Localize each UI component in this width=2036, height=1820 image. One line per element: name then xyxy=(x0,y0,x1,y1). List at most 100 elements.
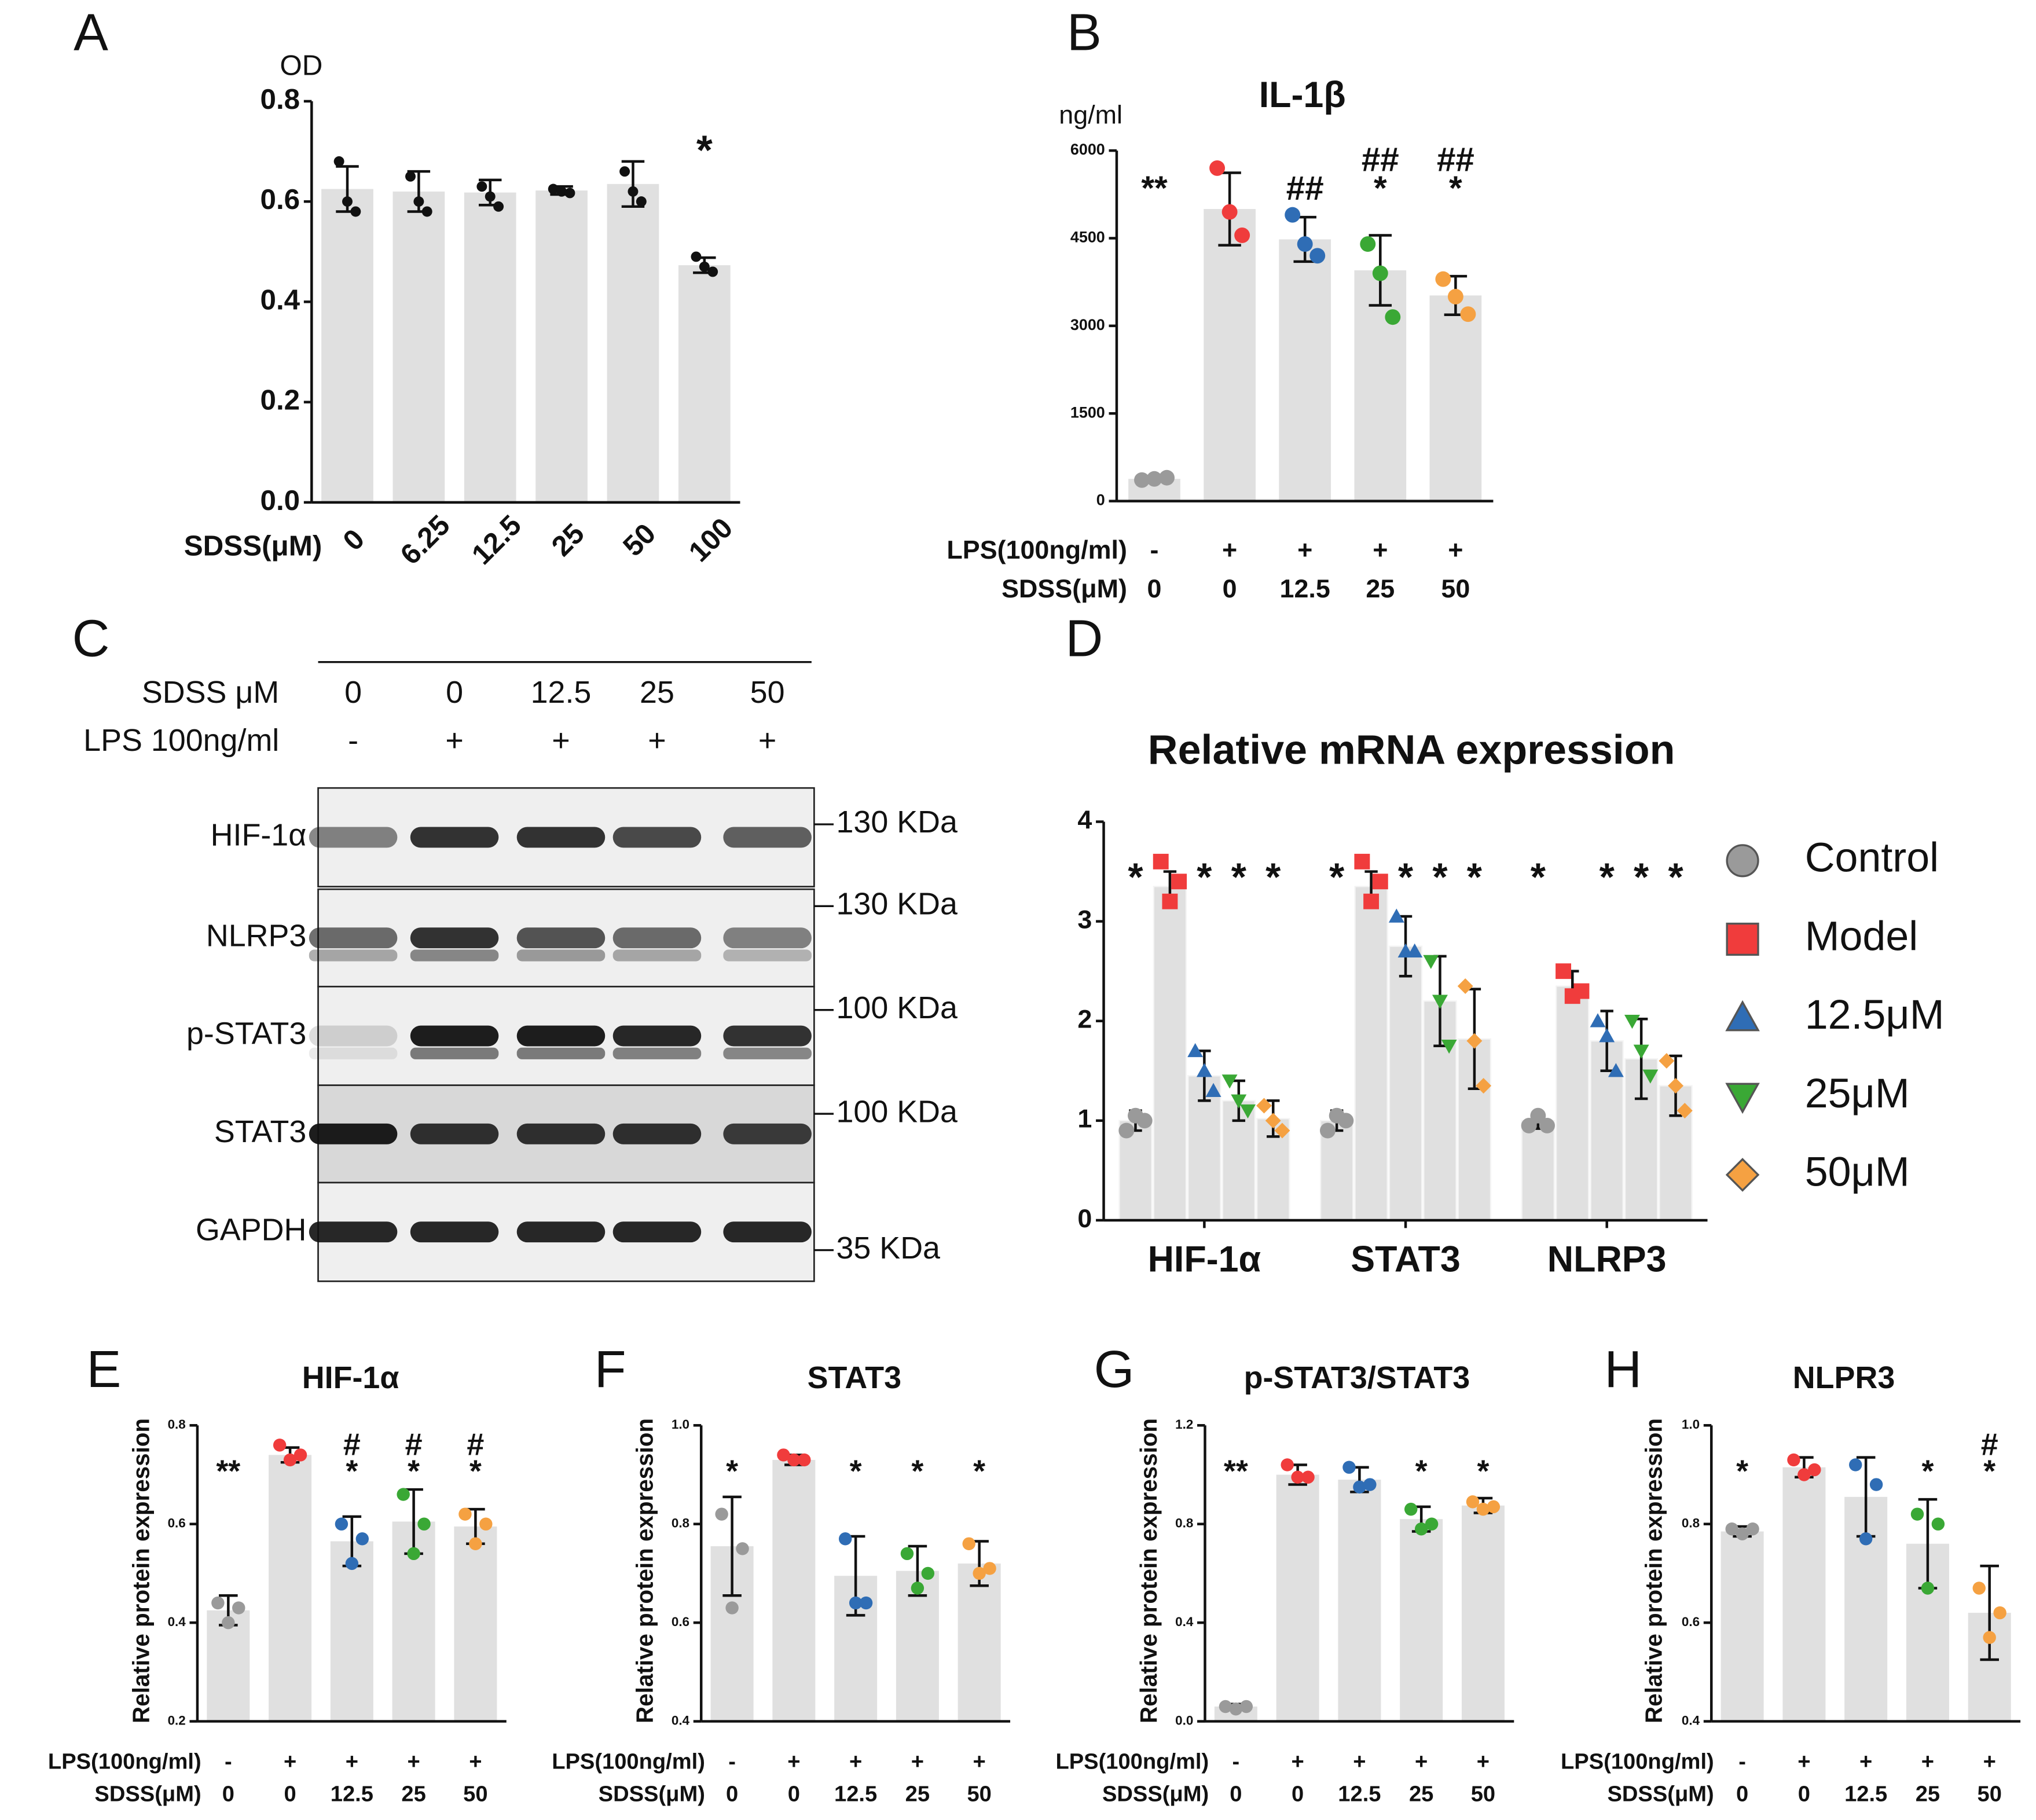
point xyxy=(1297,236,1313,252)
y-tick-label: 4 xyxy=(1077,805,1092,834)
point xyxy=(469,1537,482,1551)
point xyxy=(1229,1702,1243,1716)
y-tick-label: 0.8 xyxy=(672,1516,689,1531)
bar xyxy=(1400,1519,1443,1722)
x-tick-label: 50 xyxy=(967,1781,991,1806)
point xyxy=(1746,1522,1759,1536)
x-tick-label: - xyxy=(728,1749,736,1774)
point xyxy=(725,1601,739,1614)
bar xyxy=(1429,295,1482,501)
point xyxy=(1274,1122,1290,1139)
point xyxy=(1162,893,1178,909)
x-row-label: SDSS(μM) xyxy=(599,1781,705,1806)
x-tick-label: + xyxy=(1415,1749,1428,1774)
point xyxy=(1487,1500,1501,1514)
x-tick-label: 25 xyxy=(401,1781,425,1806)
point xyxy=(1159,469,1175,486)
x-tick-label: + xyxy=(1373,535,1388,564)
point xyxy=(1435,271,1451,287)
y-tick-label: 0 xyxy=(1096,491,1105,509)
point xyxy=(1677,1103,1693,1119)
blot-band xyxy=(410,1221,499,1243)
x-tick-label: + xyxy=(469,1749,482,1774)
point xyxy=(798,1453,811,1467)
point xyxy=(1633,1044,1649,1059)
legend-symbol xyxy=(1725,1083,1760,1114)
point xyxy=(1460,306,1476,322)
point xyxy=(983,1562,996,1575)
size-marker: 100 KDa xyxy=(836,1094,958,1129)
point xyxy=(294,1448,307,1462)
panel-letter: F xyxy=(595,1341,626,1399)
y-tick-label: 0.0 xyxy=(261,485,300,516)
point xyxy=(1187,1043,1204,1058)
point xyxy=(1404,1502,1418,1516)
point xyxy=(921,1566,935,1580)
x-axis-label: SDSS(μM) xyxy=(184,530,322,562)
x-tick-label: 12.5 xyxy=(465,509,527,571)
point xyxy=(1363,1478,1377,1491)
x-tick-label: 12.5 xyxy=(331,1781,373,1806)
chart-title: p-STAT3/STAT3 xyxy=(1244,1360,1470,1395)
blot-band xyxy=(723,1025,812,1047)
row-label: SDSS μM xyxy=(142,675,279,710)
panel-letter: G xyxy=(1094,1341,1135,1399)
annotation: ** xyxy=(1141,170,1168,207)
blot-band xyxy=(309,927,398,949)
blot-band xyxy=(723,927,812,949)
point xyxy=(397,1488,410,1501)
x-tick-label: + xyxy=(787,1749,800,1774)
x-tick-label: 12.5 xyxy=(834,1781,877,1806)
x-tick-label: + xyxy=(1859,1749,1872,1774)
x-tick-label: 0 xyxy=(1147,574,1162,603)
annotation: * xyxy=(1374,170,1387,207)
y-tick-label: 0.4 xyxy=(1175,1614,1194,1629)
x-tick-label: 0 xyxy=(788,1781,800,1806)
annotation: * xyxy=(1477,1454,1489,1488)
blot-band xyxy=(723,827,812,848)
point xyxy=(787,1453,801,1467)
point xyxy=(1425,1517,1439,1531)
point xyxy=(1319,1122,1336,1139)
annotation: * xyxy=(1921,1454,1934,1488)
point xyxy=(1539,1117,1555,1133)
annotation: # xyxy=(405,1428,423,1462)
point xyxy=(1521,1117,1537,1133)
blot-band xyxy=(516,927,606,949)
bar xyxy=(1461,1505,1505,1722)
lane-label: + xyxy=(648,723,666,758)
point xyxy=(1599,1028,1615,1043)
point xyxy=(1457,978,1473,994)
x-tick-label: 25 xyxy=(545,518,590,563)
chart-title: HIF-1α xyxy=(302,1360,399,1395)
point xyxy=(1209,160,1226,176)
point xyxy=(1171,874,1187,890)
legend-label: Control xyxy=(1805,835,1939,881)
x-tick-label: 50 xyxy=(463,1781,487,1806)
x-tick-label: 100 xyxy=(683,512,739,568)
panel-letter: B xyxy=(1067,3,1102,61)
annotation: * xyxy=(1600,856,1615,899)
x-tick-label: 0 xyxy=(222,1781,234,1806)
point xyxy=(707,266,718,277)
blot-band xyxy=(309,1123,398,1144)
lane-label: 0 xyxy=(446,675,463,710)
point xyxy=(1134,472,1150,488)
point xyxy=(911,1582,925,1595)
point xyxy=(699,261,710,272)
bar xyxy=(1457,1038,1492,1221)
point xyxy=(1476,1502,1490,1516)
point xyxy=(1281,1458,1294,1472)
point xyxy=(485,191,496,202)
bar xyxy=(321,189,373,502)
blot-band xyxy=(309,1025,398,1047)
point xyxy=(273,1439,287,1452)
point xyxy=(736,1542,749,1555)
lane-label: 25 xyxy=(640,675,674,710)
y-tick-label: 0.4 xyxy=(261,284,300,315)
annotation: * xyxy=(911,1454,923,1488)
blot-band xyxy=(723,949,812,962)
lane-label: + xyxy=(445,723,463,758)
point xyxy=(1530,1107,1546,1124)
x-tick-label: 25 xyxy=(905,1781,930,1806)
